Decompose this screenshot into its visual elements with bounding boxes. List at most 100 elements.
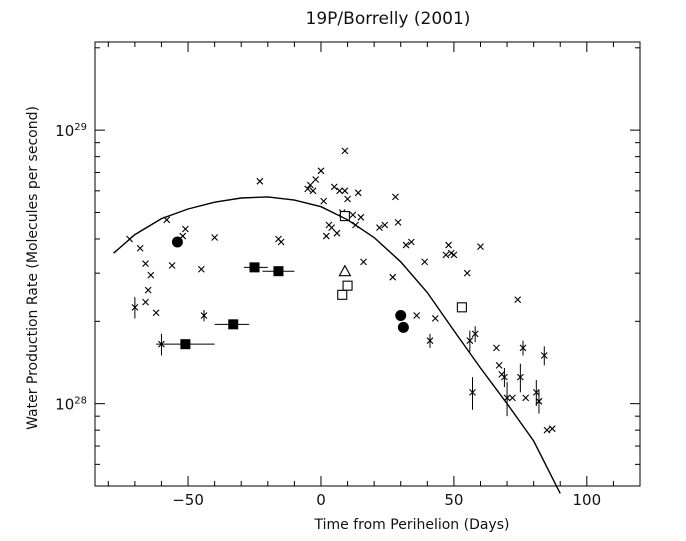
x-point-errorbar bbox=[519, 340, 527, 356]
x-stroke bbox=[548, 425, 556, 433]
x-point bbox=[463, 269, 471, 277]
x-stroke bbox=[493, 344, 500, 352]
x-point bbox=[328, 224, 335, 232]
x-point bbox=[256, 177, 264, 185]
x-stroke bbox=[277, 238, 285, 246]
x-stroke bbox=[142, 298, 149, 306]
x-stroke bbox=[168, 262, 176, 269]
x-stroke bbox=[543, 426, 551, 434]
x-point bbox=[309, 187, 317, 195]
x-point bbox=[450, 251, 458, 259]
x-stroke bbox=[211, 234, 219, 241]
x-point-errorbar bbox=[469, 377, 476, 410]
filled-square-point bbox=[228, 319, 239, 330]
x-point-errorbar bbox=[501, 368, 508, 388]
x-stroke bbox=[381, 221, 389, 229]
y-tick-label: 1028 bbox=[55, 396, 87, 414]
x-stroke bbox=[152, 309, 160, 317]
x-tick-label: −50 bbox=[172, 491, 204, 509]
x-point-errorbar bbox=[535, 390, 543, 414]
open-square-point bbox=[337, 289, 348, 300]
x-point bbox=[142, 298, 149, 306]
x-point bbox=[543, 426, 551, 434]
x-point bbox=[389, 273, 397, 281]
x-stroke bbox=[341, 147, 349, 155]
x-point bbox=[413, 312, 421, 319]
x-point bbox=[349, 211, 357, 219]
x-point bbox=[320, 197, 328, 205]
x-point bbox=[522, 394, 530, 402]
x-point-errorbar bbox=[540, 346, 548, 366]
x-stroke bbox=[317, 167, 325, 175]
x-point bbox=[477, 243, 484, 251]
x-stroke bbox=[304, 185, 312, 193]
x-stroke bbox=[477, 243, 484, 251]
open-triangle-point bbox=[338, 264, 352, 277]
x-point bbox=[306, 181, 314, 189]
x-point bbox=[381, 221, 389, 229]
x-stroke bbox=[514, 296, 522, 304]
x-point-errorbar bbox=[200, 309, 208, 322]
x-point bbox=[407, 238, 415, 246]
x-stroke bbox=[394, 218, 402, 226]
x-point-errorbar bbox=[516, 363, 524, 393]
x-stroke bbox=[360, 258, 367, 266]
x-point bbox=[357, 213, 365, 221]
chart-title: 19P/Borrelly (2001) bbox=[306, 9, 471, 29]
x-point bbox=[330, 183, 338, 191]
x-point bbox=[495, 362, 503, 369]
x-point bbox=[142, 260, 149, 268]
x-point bbox=[277, 238, 285, 246]
x-stroke bbox=[463, 269, 471, 277]
plot-frame bbox=[94, 41, 641, 487]
filled-square-point bbox=[273, 266, 284, 277]
x-stroke bbox=[256, 177, 264, 185]
x-stroke bbox=[421, 258, 429, 266]
x-stroke bbox=[333, 229, 341, 237]
x-stroke bbox=[322, 232, 330, 240]
axis-ticks: −50 0 50 100 1028 1029 bbox=[55, 42, 641, 509]
x-point-errorbar bbox=[532, 380, 540, 407]
x-point bbox=[493, 344, 500, 352]
x-point bbox=[317, 167, 325, 175]
y-tick-label: 1029 bbox=[55, 122, 87, 140]
filled-square-point bbox=[180, 339, 191, 350]
x-point bbox=[136, 244, 144, 252]
x-stroke bbox=[144, 286, 152, 294]
x-point bbox=[402, 241, 410, 249]
x-stroke bbox=[431, 314, 439, 322]
x-point bbox=[344, 195, 351, 203]
x-point bbox=[341, 187, 349, 195]
x-point bbox=[322, 232, 330, 240]
model-curve bbox=[113, 196, 561, 494]
x-point bbox=[394, 218, 402, 226]
x-tick-label: 0 bbox=[316, 491, 326, 509]
x-point bbox=[431, 314, 439, 322]
x-point bbox=[144, 286, 152, 294]
x-point bbox=[445, 241, 452, 249]
x-stroke bbox=[312, 176, 320, 183]
x-point-errorbar bbox=[503, 382, 511, 417]
x-point bbox=[548, 425, 556, 433]
data-marks bbox=[113, 147, 561, 494]
x-point bbox=[152, 309, 160, 317]
x-stroke bbox=[330, 183, 338, 191]
x-point bbox=[336, 187, 343, 195]
x-point bbox=[304, 185, 312, 193]
x-stroke bbox=[163, 216, 171, 224]
x-stroke bbox=[182, 225, 189, 233]
filled-circle-point bbox=[171, 236, 183, 248]
x-stroke bbox=[309, 187, 317, 195]
x-stroke bbox=[402, 241, 410, 249]
x-point bbox=[341, 147, 349, 155]
x-stroke bbox=[389, 273, 397, 281]
x-stroke bbox=[344, 195, 351, 203]
x-stroke bbox=[349, 211, 357, 219]
x-stroke bbox=[447, 249, 455, 257]
x-point bbox=[360, 258, 367, 266]
x-point bbox=[509, 394, 516, 402]
x-point bbox=[197, 265, 205, 273]
x-point-errorbar bbox=[471, 326, 479, 343]
